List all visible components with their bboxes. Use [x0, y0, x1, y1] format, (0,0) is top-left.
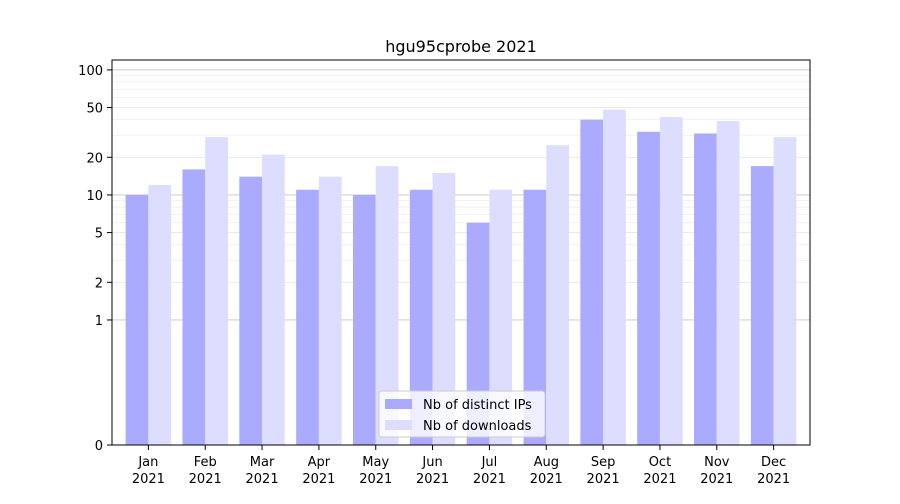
- y-tick-label: 0: [95, 439, 103, 454]
- x-tick-label-year: 2021: [530, 472, 563, 487]
- bar-distinct-ips: [409, 189, 433, 445]
- x-tick-label-year: 2021: [246, 472, 279, 487]
- bar-downloads: [603, 109, 626, 445]
- y-tick-label: 20: [86, 151, 103, 166]
- bar-downloads: [773, 137, 797, 445]
- x-tick-label-month: May: [362, 455, 389, 470]
- bar-downloads: [375, 166, 399, 445]
- bar-downloads: [262, 154, 285, 446]
- bar-distinct-ips: [637, 131, 660, 445]
- bar-distinct-ips: [523, 189, 547, 445]
- x-tick-label-month: Dec: [761, 455, 786, 470]
- x-tick-label-month: Sep: [591, 455, 616, 470]
- bar-downloads: [489, 189, 513, 445]
- legend-label: Nb of distinct IPs: [423, 398, 532, 413]
- x-tick-label-year: 2021: [643, 472, 676, 487]
- y-tick-label: 10: [86, 189, 103, 204]
- bar-downloads: [205, 137, 228, 445]
- x-tick-label-month: Oct: [649, 455, 671, 470]
- y-tick-label: 2: [95, 276, 103, 291]
- x-tick-label-month: Jan: [137, 455, 158, 470]
- legend: Nb of distinct IPs Nb of downloads: [378, 390, 546, 438]
- x-tick-label-year: 2021: [587, 472, 620, 487]
- bar-distinct-ips: [750, 166, 774, 445]
- bar-distinct-ips: [580, 119, 604, 446]
- bar-downloads: [148, 185, 172, 445]
- x-tick-label-year: 2021: [189, 472, 222, 487]
- x-tick-label-year: 2021: [132, 472, 165, 487]
- bar-distinct-ips: [694, 133, 717, 445]
- x-tick-label-month: Nov: [704, 455, 730, 470]
- bar-distinct-ips: [296, 189, 319, 445]
- x-tick-label-month: Jul: [481, 455, 498, 470]
- bar-distinct-ips: [182, 169, 206, 445]
- plot-frame: [111, 59, 811, 446]
- chart-title: hgu95cprobe 2021: [385, 37, 537, 56]
- legend-box: [378, 390, 546, 438]
- x-tick-label-month: Aug: [534, 455, 559, 470]
- x-tick-label-year: 2021: [302, 472, 335, 487]
- x-tick-label-year: 2021: [700, 472, 733, 487]
- y-axis: 0 1 2 5 10 20 50 100: [78, 64, 112, 454]
- bars: [125, 109, 797, 446]
- bar-distinct-ips: [125, 194, 149, 445]
- bar-downloads: [546, 145, 569, 445]
- x-axis: Jan 2021 Feb 2021 Mar 2021 Apr 2021 May 2021 Jun 20…: [132, 445, 790, 487]
- x-tick-label-month: Feb: [194, 455, 217, 470]
- x-tick-label-year: 2021: [757, 472, 790, 487]
- x-tick-label-year: 2021: [359, 472, 392, 487]
- x-tick-label-year: 2021: [473, 472, 506, 487]
- bar-downloads: [716, 121, 740, 446]
- bar-distinct-ips: [353, 194, 376, 445]
- y-tick-label: 100: [78, 64, 103, 79]
- bar-distinct-ips: [466, 222, 490, 445]
- legend-label: Nb of downloads: [423, 419, 532, 434]
- bar-downloads: [659, 117, 683, 445]
- bar-downloads: [432, 172, 456, 445]
- x-tick-label-month: Jun: [421, 455, 442, 470]
- y-tick-label: 50: [86, 102, 103, 117]
- y-tick-label: 1: [95, 314, 103, 329]
- legend-swatch: [385, 399, 412, 409]
- y-tick-label: 5: [95, 227, 103, 242]
- x-tick-label-month: Apr: [308, 455, 331, 470]
- x-tick-label-month: Mar: [250, 455, 275, 470]
- bar-downloads: [318, 176, 342, 445]
- bar-distinct-ips: [239, 176, 263, 445]
- x-tick-label-year: 2021: [416, 472, 449, 487]
- legend-swatch: [385, 420, 412, 430]
- grid-lines: [112, 69, 810, 321]
